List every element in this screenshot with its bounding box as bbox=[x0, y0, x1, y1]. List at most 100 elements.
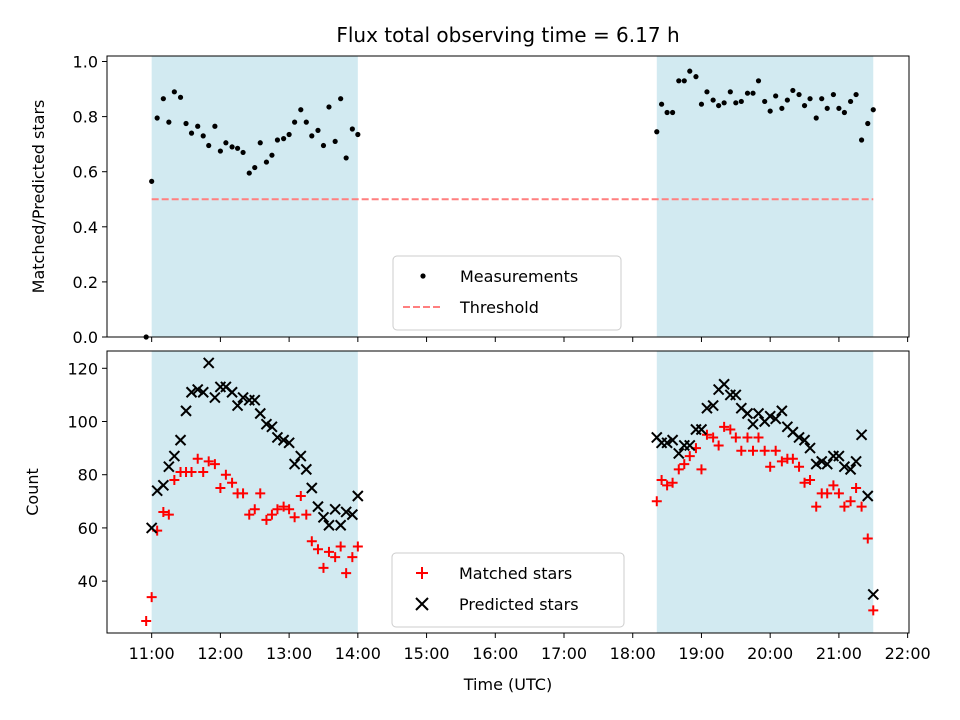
measurement-point bbox=[790, 87, 796, 94]
legend-marker-predicted bbox=[415, 597, 429, 611]
chart-title: Flux total observing time = 6.17 h bbox=[336, 23, 679, 47]
measurement-point bbox=[160, 96, 166, 102]
matched-star-point bbox=[805, 475, 816, 486]
matched-star-point bbox=[301, 509, 312, 520]
measurement-point bbox=[676, 78, 682, 84]
matched-star-point bbox=[833, 488, 844, 499]
measurement-point bbox=[343, 155, 349, 161]
legend-entry-label: Predicted stars bbox=[459, 595, 579, 614]
measurement-point bbox=[269, 152, 275, 158]
measurement-point bbox=[229, 144, 235, 150]
predicted-star-point bbox=[249, 394, 261, 406]
predicted-star-point bbox=[661, 437, 673, 449]
predicted-star-point bbox=[295, 450, 307, 462]
measurement-point bbox=[149, 178, 155, 184]
measurement-point bbox=[212, 123, 218, 129]
matched-star-point bbox=[261, 514, 272, 525]
matched-star-point bbox=[347, 552, 358, 563]
predicted-star-point bbox=[192, 383, 204, 396]
bottom-y-axis-label: Count bbox=[23, 468, 42, 516]
measurement-point bbox=[773, 93, 779, 99]
top-shaded-interval-2 bbox=[656, 56, 874, 337]
measurement-point bbox=[257, 140, 263, 146]
legend-box bbox=[392, 255, 622, 331]
measurement-point bbox=[870, 107, 876, 113]
measurement-point bbox=[738, 98, 744, 105]
bottom-series-predicted-stars bbox=[145, 357, 879, 601]
legend-marker-measurements bbox=[420, 273, 426, 279]
top-y-axis-label: Matched/Predicted stars bbox=[29, 100, 48, 294]
predicted-star-point bbox=[237, 391, 249, 404]
matched-star-point bbox=[272, 504, 283, 515]
measurement-point bbox=[206, 142, 212, 149]
predicted-star-point bbox=[329, 503, 341, 515]
measurement-point bbox=[762, 98, 768, 105]
x-tick-label: 12:00 bbox=[197, 644, 243, 663]
matched-star-point bbox=[318, 562, 329, 573]
predicted-star-point bbox=[673, 447, 685, 460]
matched-star-point bbox=[146, 592, 157, 603]
measurement-point bbox=[693, 74, 699, 80]
top-series-measurements bbox=[143, 68, 876, 340]
matched-star-point bbox=[662, 480, 673, 491]
matched-star-point bbox=[163, 509, 174, 520]
measurement-point bbox=[177, 94, 184, 100]
predicted-star-point bbox=[323, 519, 335, 531]
x-tick-label: 17:00 bbox=[541, 644, 587, 663]
measurement-point bbox=[349, 126, 355, 132]
predicted-star-point bbox=[730, 389, 742, 401]
predicted-star-point bbox=[157, 479, 170, 492]
measurement-point bbox=[744, 90, 751, 96]
matched-star-point bbox=[312, 544, 323, 555]
matched-star-point bbox=[701, 429, 712, 440]
top-shaded-interval-1 bbox=[151, 56, 358, 337]
top-y-tick-label: 0.2 bbox=[73, 273, 98, 292]
top-axes-frame bbox=[106, 55, 910, 338]
measurement-point bbox=[658, 101, 665, 107]
measurement-point bbox=[274, 137, 281, 143]
matched-star-point bbox=[708, 432, 719, 443]
predicted-star-point bbox=[769, 413, 782, 425]
predicted-star-point bbox=[277, 434, 290, 446]
predicted-star-point bbox=[804, 442, 816, 454]
measurement-point bbox=[755, 78, 762, 84]
measurement-point bbox=[303, 119, 309, 125]
x-tick-label: 22:00 bbox=[885, 644, 931, 663]
predicted-star-point bbox=[317, 511, 330, 523]
bottom-y-tick-label: 60 bbox=[78, 519, 98, 538]
measurement-point bbox=[704, 89, 710, 95]
predicted-star-point bbox=[168, 450, 181, 462]
measurement-point bbox=[698, 101, 705, 107]
measurement-point bbox=[819, 96, 825, 102]
predicted-star-point bbox=[209, 391, 221, 404]
measurement-point bbox=[355, 131, 361, 138]
matched-star-point bbox=[736, 445, 747, 456]
measurement-point bbox=[727, 89, 733, 95]
matched-star-point bbox=[776, 456, 787, 467]
x-axis-label: Time (UTC) bbox=[463, 675, 552, 694]
matched-star-point bbox=[719, 421, 730, 432]
matched-star-point bbox=[249, 504, 260, 515]
x-tick-label: 13:00 bbox=[266, 644, 312, 663]
matched-star-point bbox=[238, 488, 249, 499]
matched-star-point bbox=[215, 483, 226, 494]
predicted-star-point bbox=[334, 519, 347, 531]
measurement-point bbox=[865, 120, 871, 127]
matched-star-point bbox=[284, 504, 295, 515]
matched-star-point bbox=[753, 432, 764, 443]
measurement-point bbox=[681, 78, 687, 84]
measurement-point bbox=[234, 145, 241, 151]
predicted-star-point bbox=[684, 439, 696, 452]
measurement-point bbox=[217, 148, 223, 154]
predicted-star-point bbox=[844, 463, 857, 476]
matched-star-point bbox=[845, 496, 856, 507]
matched-star-point bbox=[673, 464, 684, 475]
legend-box bbox=[391, 552, 625, 628]
predicted-star-point bbox=[203, 357, 215, 369]
matched-star-point bbox=[713, 440, 724, 451]
measurement-point bbox=[841, 109, 848, 116]
x-tick-label: 15:00 bbox=[404, 644, 450, 663]
matched-star-point bbox=[770, 445, 781, 456]
matched-star-point bbox=[765, 461, 776, 472]
